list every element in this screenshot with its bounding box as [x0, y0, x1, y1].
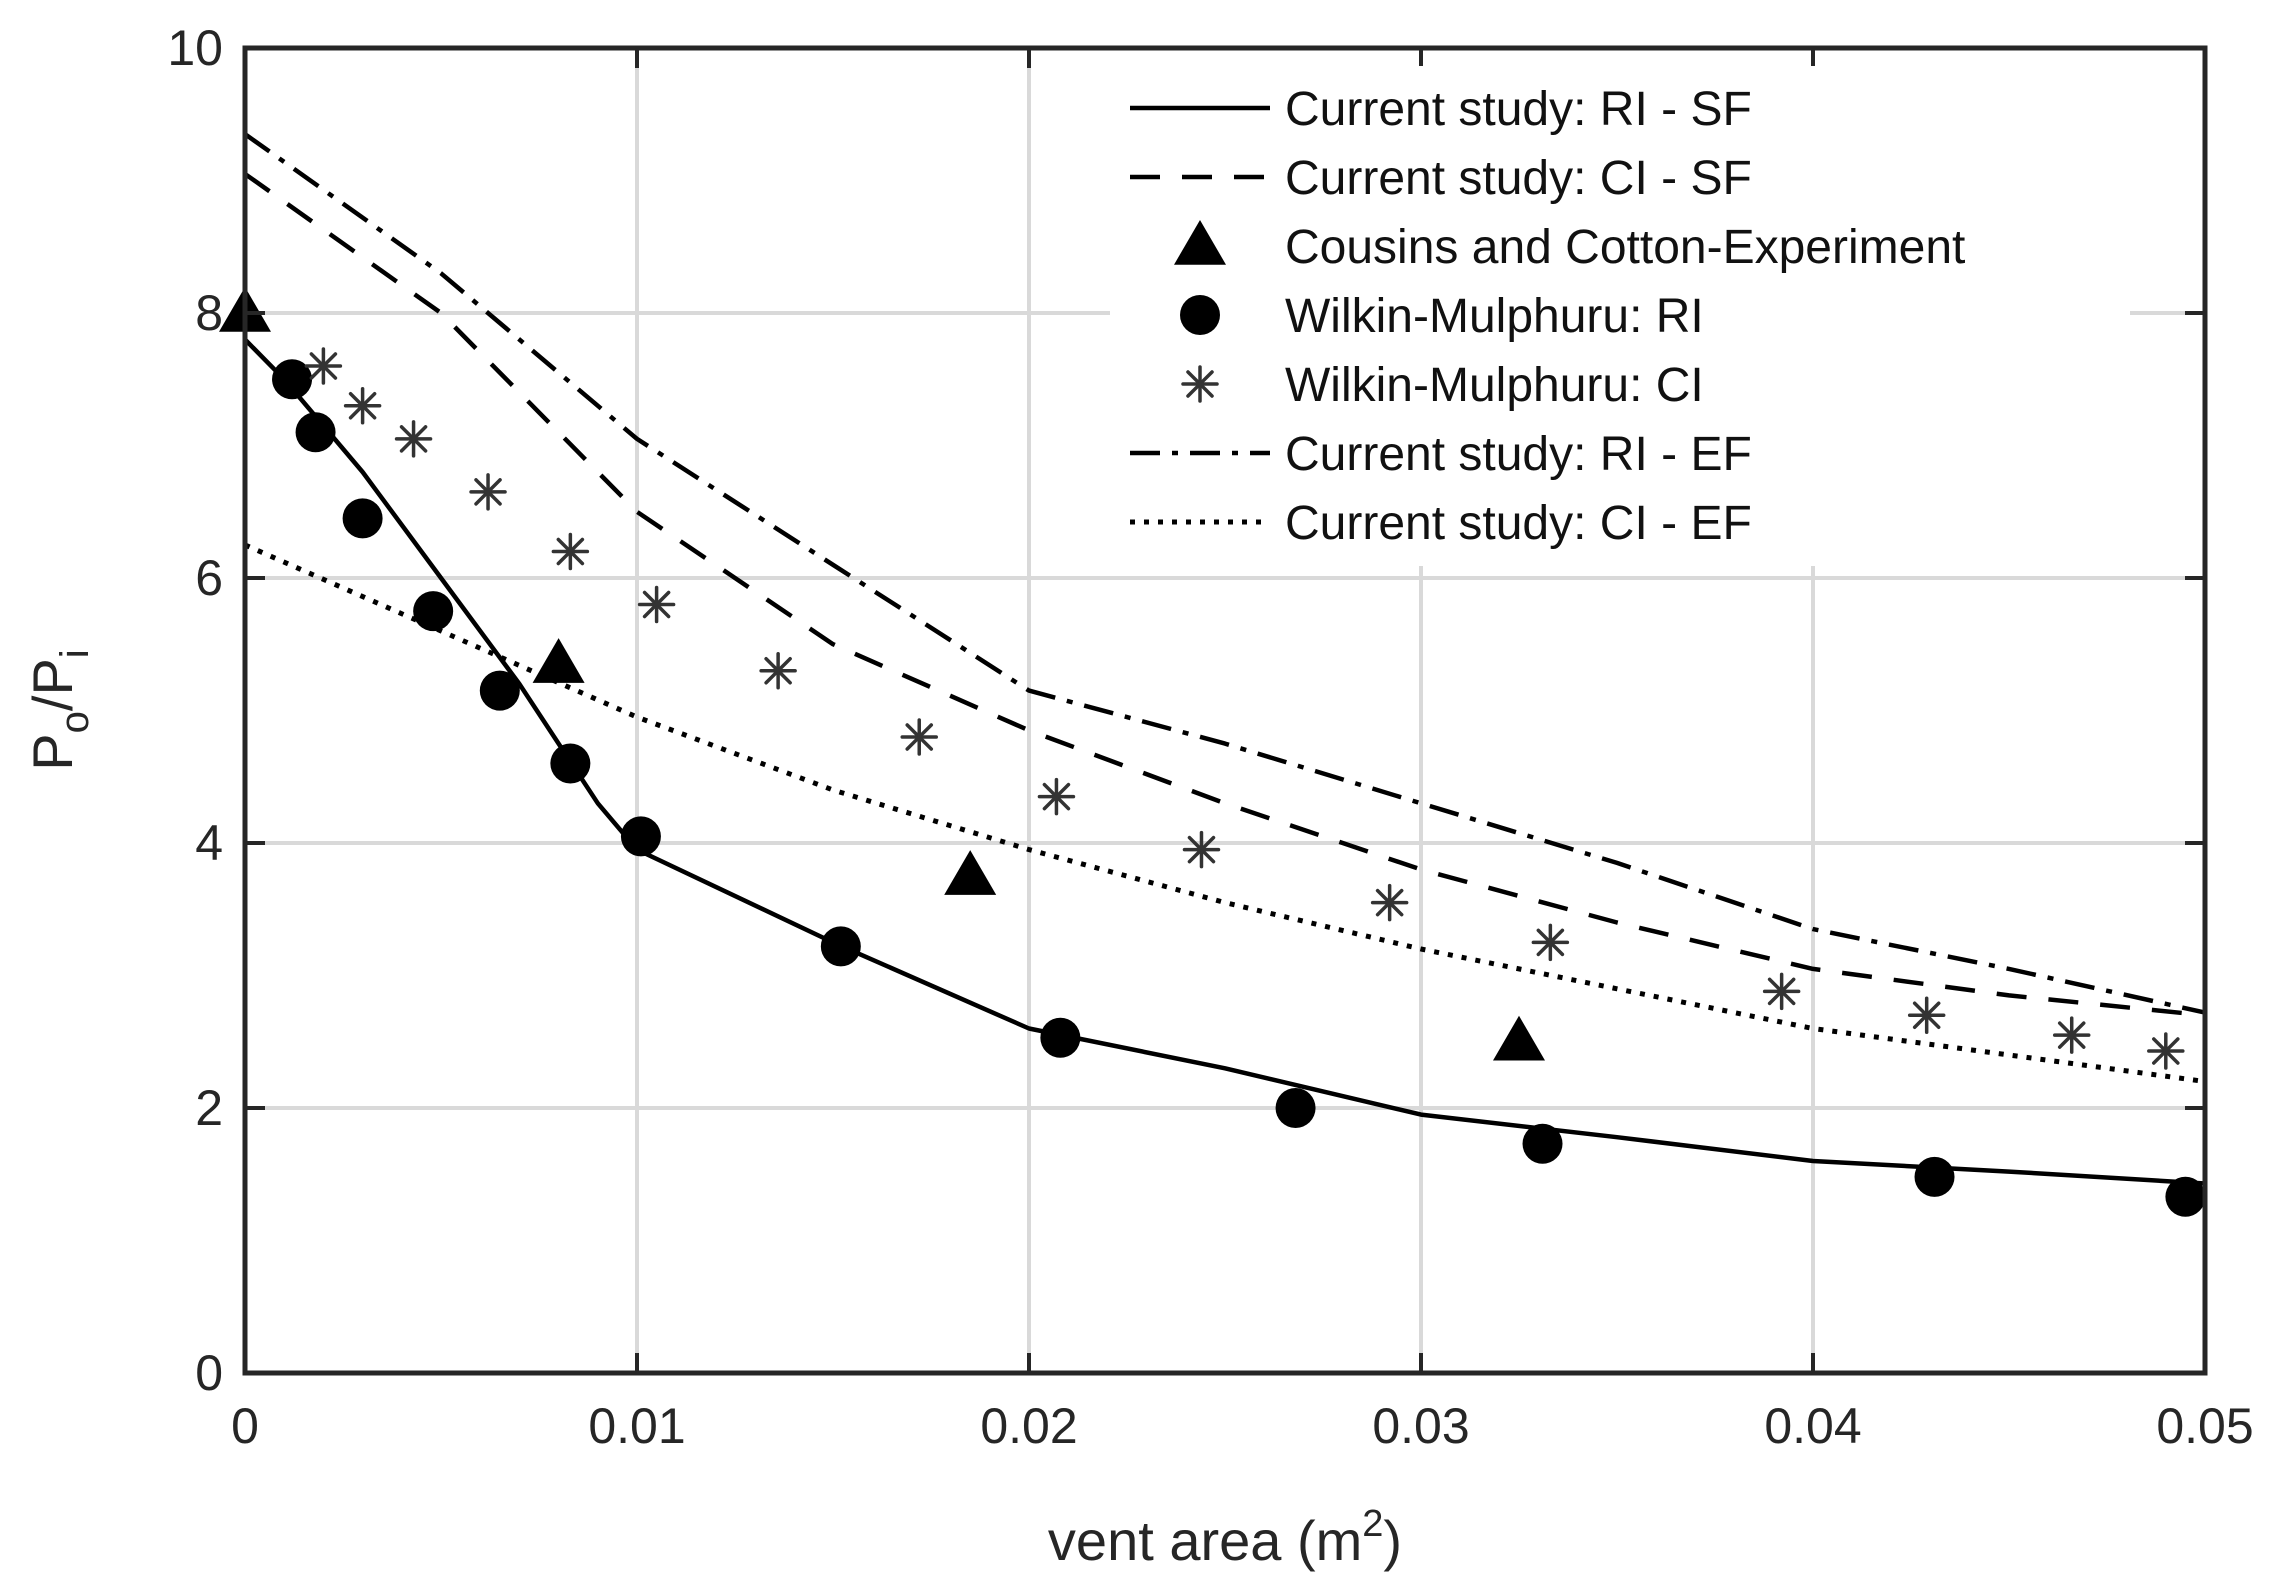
wilkin-mulphuru-ci-asterisk-marker [304, 347, 343, 385]
wilkin-mulphuru-ci-asterisk-marker [1182, 830, 1221, 869]
legend-label: Current study: CI - SF [1285, 152, 1752, 205]
cousins-and-cotton-experiment-triangle-marker [532, 638, 585, 683]
series-wilkin-mulphuru-ri [272, 359, 2206, 1217]
legend-label: Wilkin-Mulphuru: RI [1285, 290, 1704, 343]
wilkin-mulphuru-ci-asterisk-marker [1907, 996, 1946, 1034]
wilkin-mulphuru-ci-asterisk-marker [1762, 972, 1801, 1011]
legend-entry-wilkin-mulphuru-ri: Wilkin-Mulphuru: RI [1180, 290, 1704, 343]
x-tick-label: 0.05 [2156, 1398, 2253, 1454]
wilkin-mulphuru-ri-circle-marker [342, 498, 383, 539]
legend-label: Current study: RI - EF [1285, 428, 1752, 481]
wilkin-mulphuru-ci-asterisk-marker [637, 585, 676, 624]
series-current-study-ci-sf-line [243, 172, 2206, 1018]
wilkin-mulphuru-ri-circle-marker [1040, 1017, 1081, 1058]
wilkin-mulphuru-ci-asterisk-marker [1037, 777, 1076, 816]
wilkin-mulphuru-ri-circle-marker [1522, 1123, 1563, 1164]
wilkin-mulphuru-ci-asterisk-marker [469, 473, 507, 511]
legend-entry-current-study-ri-sf: Current study: RI - SF [1130, 83, 1752, 136]
legend-label: Current study: RI - SF [1285, 83, 1752, 136]
wilkin-mulphuru-ri-circle-marker [1275, 1088, 1316, 1128]
y-axis-title-sub-o: o [53, 711, 97, 733]
legend-entry-cousins-and-cotton-experiment: Cousins and Cotton-Experiment [1174, 220, 1965, 274]
wilkin-mulphuru-ci-asterisk-marker [2147, 1032, 2185, 1070]
wilkin-mulphuru-ci-asterisk-marker [1531, 923, 1570, 962]
y-tick-label: 6 [195, 550, 223, 606]
x-tick-label: 0.03 [1372, 1398, 1469, 1454]
y-tick-label: 10 [167, 20, 223, 76]
wilkin-mulphuru-ci-asterisk-marker [2052, 1016, 2091, 1054]
series-current-study-ci-ef-line [243, 542, 2206, 1084]
wilkin-mulphuru-ri-circle-marker [413, 591, 454, 632]
series-wilkin-mulphuru-ci [304, 347, 2185, 1070]
wilkin-mulphuru-ci-asterisk-marker [343, 387, 382, 425]
legend-entry-current-study-ci-sf: Current study: CI - SF [1130, 152, 1752, 205]
legend-entry-current-study-ri-ef: Current study: RI - EF [1130, 428, 1752, 481]
wilkin-mulphuru-ri-circle-marker [550, 743, 591, 784]
y-axis-title-sub-i: i [53, 649, 97, 658]
legend-entry-wilkin-mulphuru-ci: Wilkin-Mulphuru: CI [1181, 359, 1704, 412]
x-tick-label: 0.02 [980, 1398, 1077, 1454]
y-tick-label: 2 [195, 1080, 223, 1136]
legend-label: Wilkin-Mulphuru: CI [1285, 359, 1704, 412]
x-tick-label: 0.04 [1764, 1398, 1861, 1454]
ticks: 0 0.01 0.02 0.03 0.04 0.05 0 2 4 6 8 10 [167, 20, 2253, 1454]
plot-frame [242, 45, 2208, 1376]
wilkin-mulphuru-ci-asterisk-marker [551, 532, 590, 571]
x-tick-label: 0 [231, 1398, 259, 1454]
wilkin-mulphuru-ri-circle-marker [295, 412, 336, 453]
wilkin-mulphuru-ci-asterisk-marker [1370, 883, 1409, 922]
x-axis-title-main: vent area (m [1048, 1509, 1362, 1572]
y-axis-title-slash: /P [21, 658, 84, 711]
y-tick-label: 0 [195, 1345, 223, 1401]
y-tick-label: 8 [195, 285, 223, 341]
cousins-and-cotton-experiment-triangle-marker [944, 850, 997, 895]
wilkin-mulphuru-ri-circle-marker [2165, 1176, 2206, 1217]
x-tick-label: 0.01 [588, 1398, 685, 1454]
wilkin-mulphuru-ci-asterisk-marker [394, 420, 433, 458]
x-axis-title-superscript: 2 [1362, 1503, 1383, 1545]
legend-triangle-swatch [1174, 220, 1226, 265]
y-tick-label: 4 [195, 815, 223, 871]
x-axis-title: vent area (m2) [1048, 1503, 1402, 1572]
wilkin-mulphuru-ri-circle-marker [820, 926, 861, 967]
legend-circle-swatch [1180, 295, 1220, 335]
legend-entry-current-study-ci-ef: Current study: CI - EF [1130, 497, 1752, 550]
x-axis-title-close: ) [1383, 1509, 1402, 1572]
legend-asterisk-swatch [1181, 365, 1219, 403]
legend-label: Current study: CI - EF [1285, 497, 1752, 550]
y-axis-title-main: P [21, 733, 84, 770]
wilkin-mulphuru-ri-circle-marker [272, 359, 313, 400]
legend-background [1110, 66, 2130, 566]
wilkin-mulphuru-ci-asterisk-marker [900, 718, 938, 756]
series-current-study-ri-ef-line [243, 132, 2206, 1015]
legend-label: Cousins and Cotton-Experiment [1285, 221, 1965, 274]
wilkin-mulphuru-ri-circle-marker [620, 816, 661, 857]
wilkin-mulphuru-ci-asterisk-marker [759, 652, 797, 690]
wilkin-mulphuru-ri-circle-marker [1914, 1156, 1955, 1197]
y-axis-title: Po/Pi [21, 649, 97, 770]
legend: Current study: RI - SF Current study: CI … [1110, 66, 2130, 566]
cousins-and-cotton-experiment-triangle-marker [1493, 1015, 1545, 1061]
wilkin-mulphuru-ri-circle-marker [479, 670, 520, 711]
